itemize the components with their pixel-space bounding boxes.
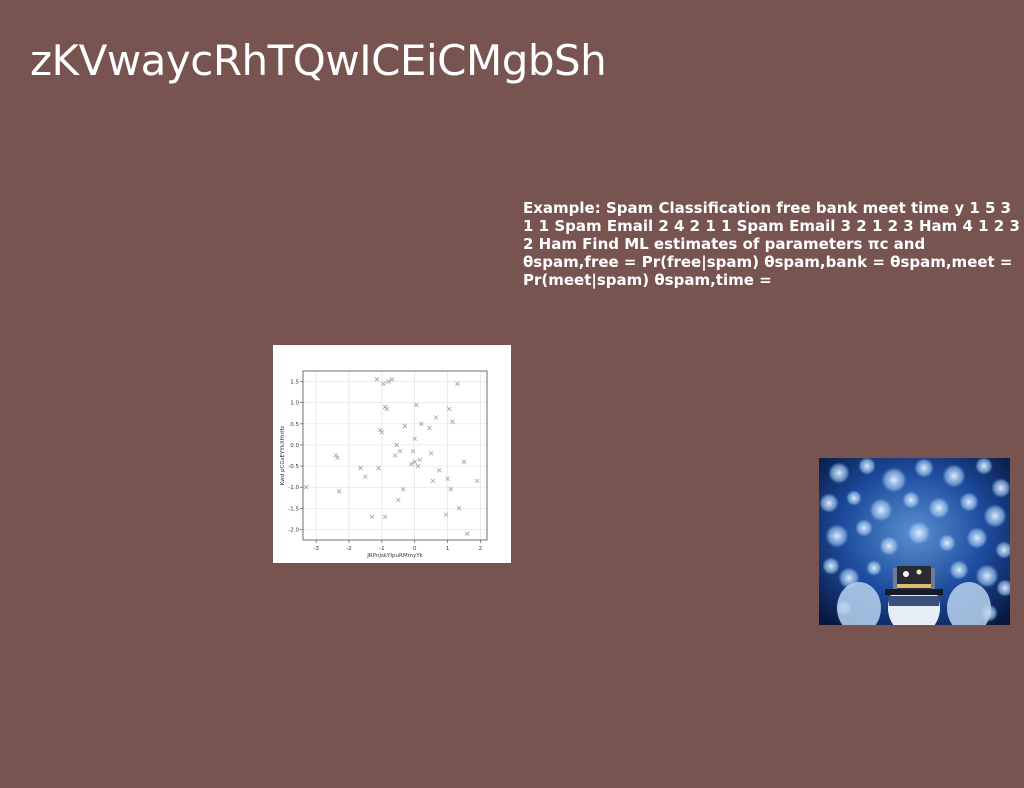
y-tick-label: -1.0 [288,485,299,491]
data-point [412,459,417,465]
data-point [389,377,394,382]
bokeh-light [879,536,899,556]
snowman-photo-svg [819,458,1010,625]
data-point [428,451,434,456]
bokeh-light [858,458,876,475]
data-point [363,474,368,479]
data-point [394,442,399,448]
y-tick-label: -1.5 [288,506,299,512]
bokeh-light [983,504,1007,528]
x-tick-label: 0 [413,546,417,552]
data-point [445,476,450,482]
x-tick-label: 1 [446,546,450,552]
data-point [369,514,375,520]
y-tick-label: -0.5 [288,464,299,470]
y-tick-label: -2.0 [288,527,299,533]
slide-body-text: Example: Spam Classification free bank m… [523,199,1020,289]
bokeh-light [942,464,966,488]
data-point [443,512,449,517]
data-point [336,489,342,494]
y-axis-label: Kwd pCGsEYYkXHnHz [280,426,286,486]
plot-frame [302,370,488,541]
bokeh-light [991,478,1010,498]
bokeh-light [959,492,979,512]
data-point [455,381,460,386]
snowman-photo [819,458,1010,625]
data-point [461,459,467,465]
bokeh-light [825,524,849,548]
data-point [384,406,390,412]
data-point [414,402,419,408]
data-point [448,487,454,492]
data-point [379,429,385,435]
bokeh-light [869,498,893,522]
bokeh-light [928,497,950,519]
data-point [419,421,424,427]
bokeh-light [881,467,907,493]
y-tick-label: 1.0 [290,401,299,407]
x-tick-label: -1 [379,546,384,552]
data-point [402,423,408,429]
scatter-chart-svg: -3 -2 -1 0 1 2 1.5 1.0 0.5 0.0 -0.5 -1.0 -1.5 -2.0 JRP… [280,370,488,559]
data-point [410,448,416,454]
data-point [474,478,480,484]
bokeh-light [819,493,839,513]
data-point [374,377,380,382]
data-point [409,461,414,467]
y-tick-label: 0.5 [290,422,299,428]
bokeh-light [828,462,850,484]
data-point [456,506,462,511]
data-point [392,453,398,458]
bokeh-light [855,519,873,537]
bokeh-light [975,458,993,475]
data-point [415,463,421,469]
slide-title: zKVwaycRhTQwICEiCMgbSh [30,36,607,85]
bokeh-light [975,564,999,588]
x-axis-label: JRPnJskYIpuRMmyYk [366,553,423,559]
bokeh-light [914,458,934,478]
scatter-chart: -3 -2 -1 0 1 2 1.5 1.0 0.5 0.0 -0.5 -1.0 -1.5 -2.0 JRP… [273,345,511,563]
data-point [335,455,340,460]
data-point [430,478,436,484]
x-tick-label: -2 [346,546,351,552]
data-point [450,419,455,424]
bokeh-light [996,579,1010,597]
data-point [417,457,422,463]
data-point [381,381,386,386]
x-tick-label: -3 [313,546,319,552]
bokeh-light [902,491,920,509]
y-tick-label: 1.5 [290,380,299,386]
data-point [386,379,391,384]
data-point [427,425,432,431]
data-point [397,448,403,454]
data-point [437,468,442,473]
x-tick-label: 2 [479,546,483,552]
bokeh-light [907,521,931,545]
data-point [433,415,439,420]
bokeh-light [822,557,840,575]
bokeh-light [846,490,862,506]
data-point [465,531,470,536]
data-point [304,484,309,490]
data-point [412,436,417,441]
bokeh-light [949,560,969,580]
data-point [358,465,363,471]
bokeh-light [966,527,988,549]
bokeh-light [938,534,956,552]
data-point [400,487,406,492]
data-point [382,514,388,520]
data-point [446,406,452,412]
data-point [376,465,381,471]
bokeh-light [866,560,882,576]
y-tick-label: 0.0 [290,443,299,449]
data-point [396,497,401,503]
bokeh-light [995,541,1010,559]
